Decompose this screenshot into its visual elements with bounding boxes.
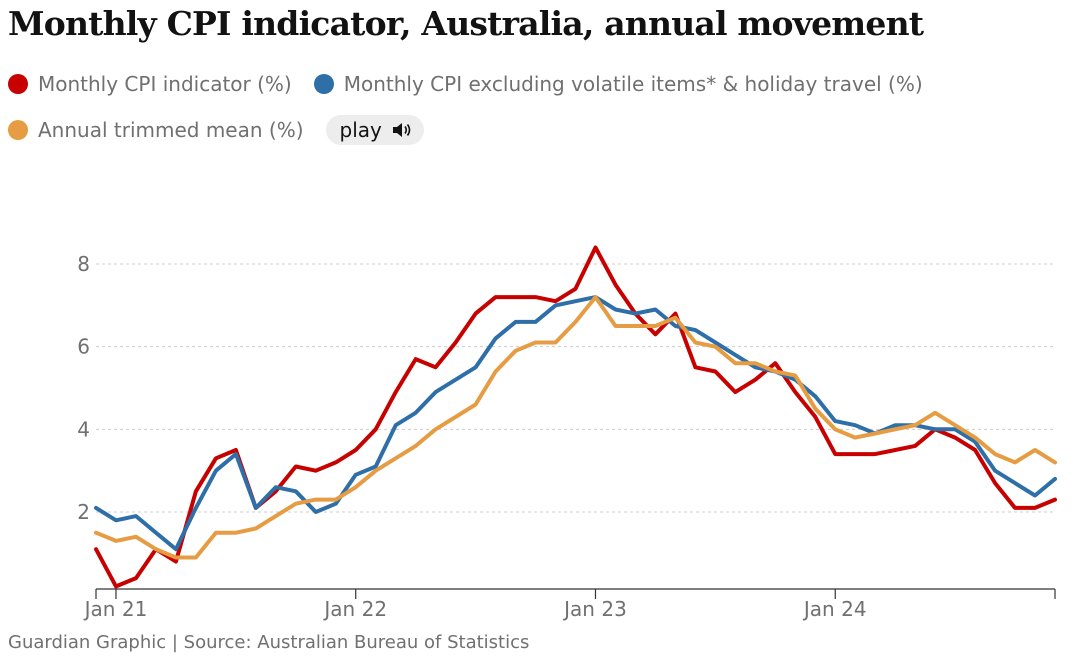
chart-title: Monthly CPI indicator, Australia, annual…	[8, 4, 924, 43]
play-button-label: play	[339, 118, 382, 142]
legend-item-monthly-cpi-excluding: Monthly CPI excluding volatile items* & …	[313, 72, 923, 96]
x-tick-label: Jan 24	[802, 597, 867, 621]
speaker-icon	[392, 121, 412, 139]
y-tick-label: 2	[77, 500, 90, 524]
legend-item-trimmed-mean: Annual trimmed mean (%)	[8, 118, 304, 142]
series-line-1	[94, 245, 1057, 589]
play-button[interactable]: play	[325, 115, 424, 145]
x-tick-label: Jan 21	[83, 597, 148, 621]
legend-label: Annual trimmed mean (%)	[38, 118, 304, 142]
legend-item-monthly-cpi: Monthly CPI indicator (%)	[8, 72, 292, 96]
legend-label: Monthly CPI indicator (%)	[38, 72, 292, 96]
legend-row-1: Monthly CPI indicator (%) Monthly CPI ex…	[8, 66, 1068, 102]
series-line-3	[94, 295, 1057, 560]
x-tick-label: Jan 22	[322, 597, 387, 621]
y-tick-label: 4	[77, 417, 90, 441]
legend-dot-red	[8, 74, 28, 94]
series-line-2	[94, 295, 1057, 552]
legend: Monthly CPI indicator (%) Monthly CPI ex…	[8, 66, 1068, 158]
y-tick-label: 8	[77, 252, 90, 276]
legend-row-2: Annual trimmed mean (%) play	[8, 112, 1068, 148]
y-tick-label: 6	[77, 335, 90, 359]
source-note: Guardian Graphic | Source: Australian Bu…	[8, 632, 530, 653]
legend-dot-blue	[313, 74, 334, 94]
legend-dot-orange	[8, 120, 28, 140]
legend-label: Monthly CPI excluding volatile items* & …	[343, 72, 923, 96]
x-tick-label: Jan 23	[562, 597, 627, 621]
